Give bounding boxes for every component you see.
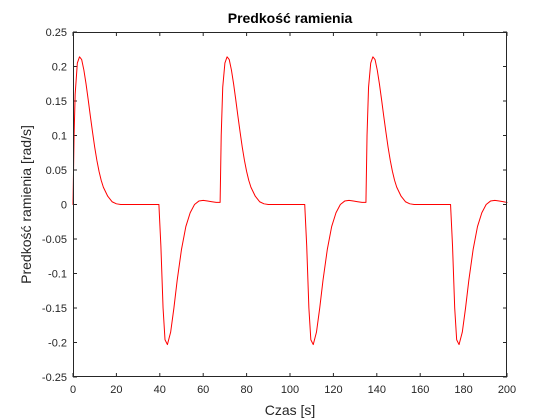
y-tick-label: 0.15: [46, 96, 67, 108]
x-tick-label: 0: [70, 384, 76, 396]
y-tick-label: -0.05: [42, 234, 67, 246]
x-tick-label: 60: [197, 384, 209, 396]
x-tick-label: 100: [281, 384, 299, 396]
chart-title: Predkość ramienia: [228, 10, 353, 26]
series-group: [72, 56, 508, 346]
y-tick-label: -0.2: [48, 338, 67, 350]
x-tick-label: 80: [240, 384, 252, 396]
axes-box: [73, 32, 507, 377]
y-tick-label: 0.2: [52, 62, 67, 74]
series-line: [72, 56, 508, 346]
y-axis-ticks: 0.25 0.2 0.15 0.1 0.05 0 -0.05 -0.1 -0.15 -0.2 -0.…: [42, 27, 507, 384]
y-axis-label: Predkość ramienia [rad/s]: [18, 125, 34, 284]
x-axis-ticks: 0 20 40 60 80 100 120 140 160 180 200: [70, 32, 516, 396]
y-tick-label: 0.05: [46, 165, 67, 177]
x-tick-label: 160: [411, 384, 429, 396]
y-tick-label: -0.25: [42, 372, 67, 384]
y-tick-label: -0.15: [42, 303, 67, 315]
x-tick-label: 140: [368, 384, 386, 396]
y-tick-label: 0: [61, 200, 67, 212]
x-axis-label: Czas [s]: [265, 402, 316, 418]
x-tick-label: 20: [110, 384, 122, 396]
y-tick-label: 0.25: [46, 27, 67, 39]
y-tick-label: -0.1: [48, 269, 67, 281]
x-tick-label: 40: [154, 384, 166, 396]
x-tick-label: 180: [454, 384, 472, 396]
x-tick-label: 120: [324, 384, 342, 396]
y-tick-label: 0.1: [52, 131, 67, 143]
x-tick-label: 200: [498, 384, 516, 396]
